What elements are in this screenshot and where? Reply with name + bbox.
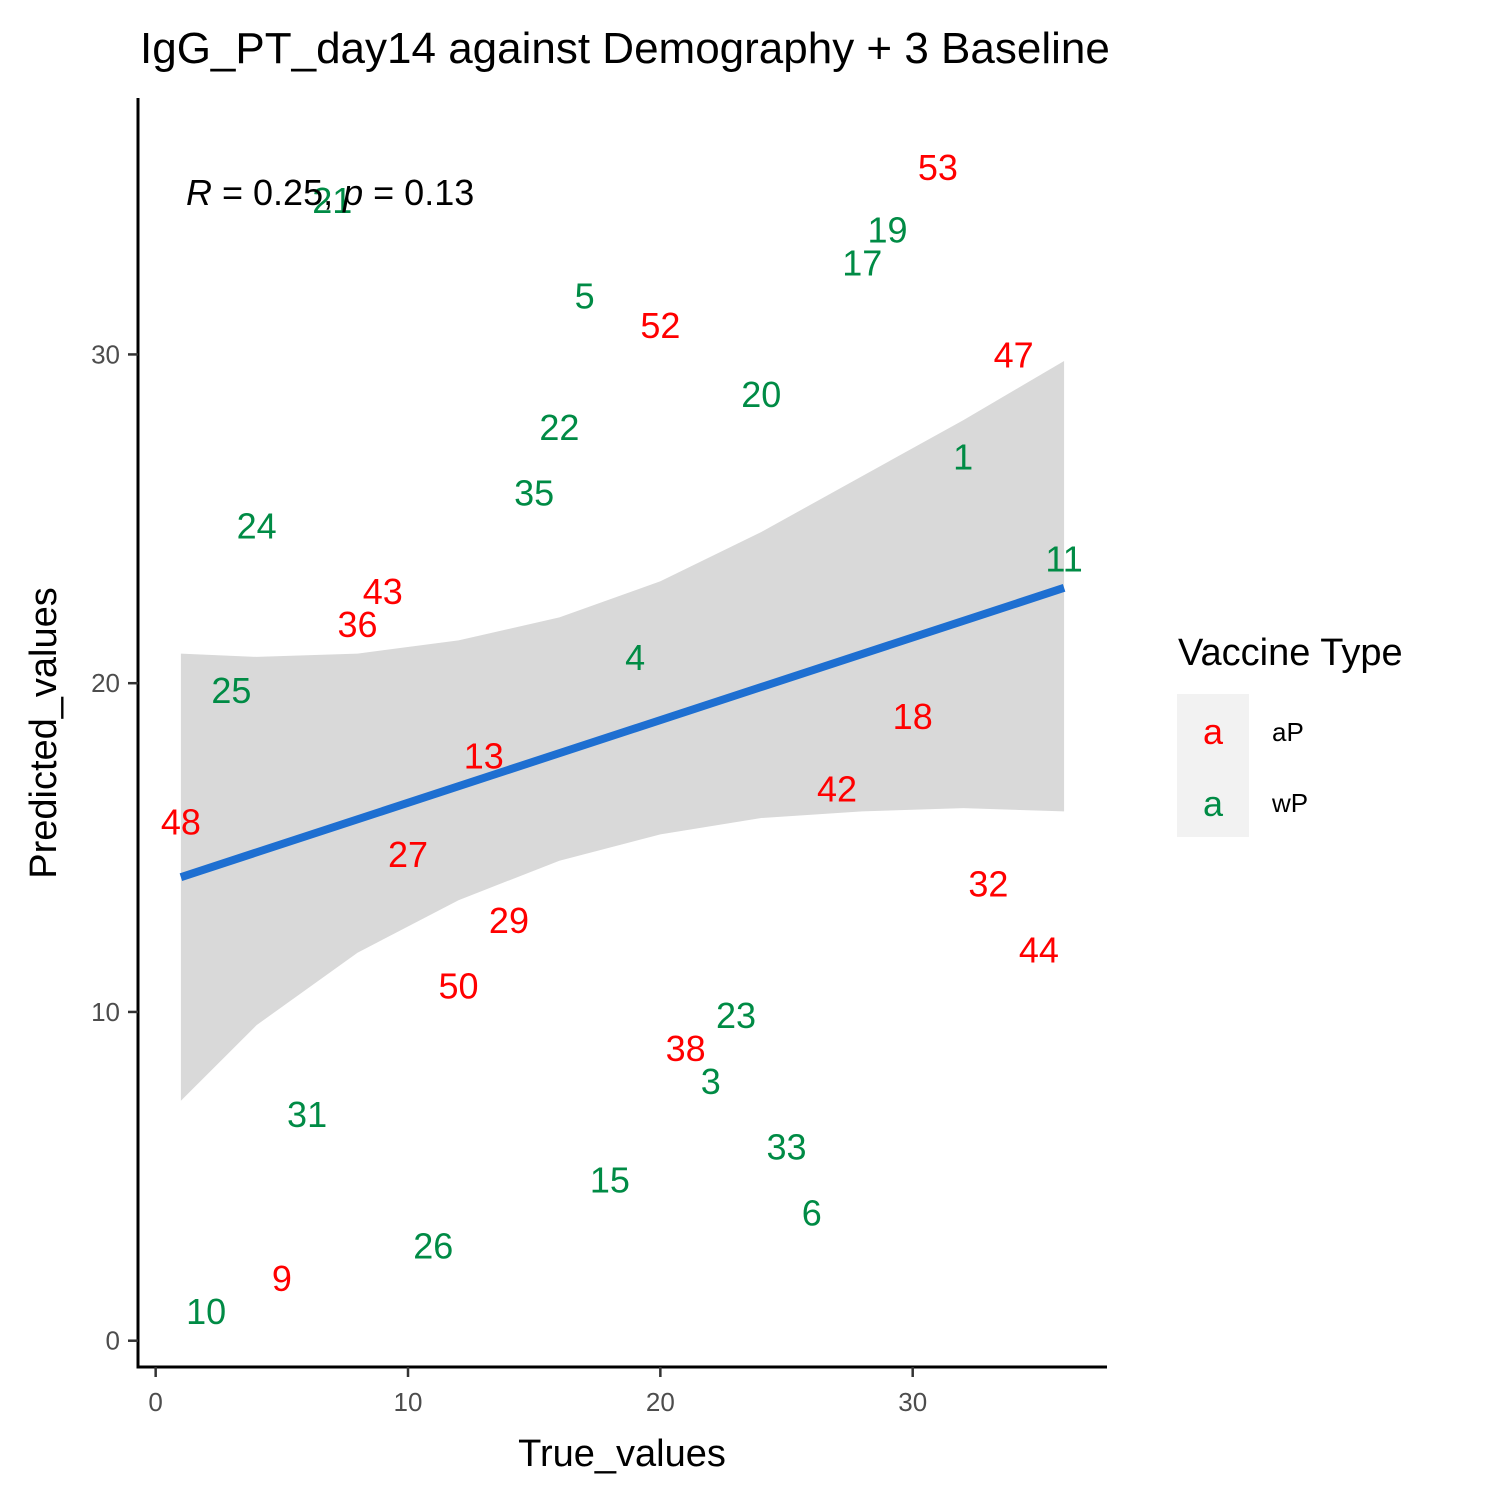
point-label-ap: 32 [968, 864, 1008, 905]
point-label-wp: 17 [842, 242, 882, 283]
point-label-wp: 4 [625, 637, 645, 678]
point-label-wp: 25 [211, 670, 251, 711]
legend-key-wp: a [1203, 783, 1224, 824]
point-label-ap: 18 [893, 696, 933, 737]
point-label-wp: 15 [590, 1160, 630, 1201]
stat-r-symbol: R [186, 172, 212, 213]
legend-label-ap: aP [1272, 717, 1304, 747]
point-label-ap: 53 [918, 147, 958, 188]
point-label-ap: 29 [489, 900, 529, 941]
y-tick-label: 20 [91, 668, 120, 698]
point-label-wp: 35 [514, 473, 554, 514]
x-tick-label: 10 [394, 1387, 423, 1417]
point-label-wp: 11 [1045, 538, 1082, 579]
point-label-ap: 38 [666, 1028, 706, 1069]
point-label-wp: 6 [802, 1192, 822, 1233]
y-tick-label: 30 [91, 339, 120, 369]
point-label-ap: 36 [338, 604, 378, 645]
point-label-ap: 48 [161, 801, 201, 842]
point-label-wp: 5 [575, 275, 595, 316]
stat-annotation: R = 0.25, p = 0.13 [186, 172, 474, 213]
point-label-ap: 27 [388, 834, 428, 875]
point-label-wp: 10 [186, 1291, 226, 1332]
y-axis-title: Predicted_values [23, 587, 65, 879]
point-label-ap: 9 [272, 1258, 292, 1299]
axes-layer: 0 10 20 30 0 10 20 30 [91, 98, 1107, 1417]
point-label-wp: 20 [741, 374, 781, 415]
y-tick-label: 0 [106, 1326, 120, 1356]
point-label-wp: 23 [716, 995, 756, 1036]
point-label-wp: 21 [312, 180, 352, 221]
chart-title: IgG_PT_day14 against Demography + 3 Base… [140, 24, 1110, 73]
legend-key-ap: a [1203, 711, 1224, 752]
point-label-wp: 1 [953, 436, 973, 477]
legend: Vaccine Type a aP a wP [1177, 632, 1403, 837]
point-label-wp: 26 [413, 1225, 453, 1266]
x-tick-label: 20 [646, 1387, 675, 1417]
x-tick-label: 0 [148, 1387, 162, 1417]
point-label-ap: 52 [640, 305, 680, 346]
point-label-ap: 42 [817, 768, 857, 809]
point-label-ap: 43 [363, 571, 403, 612]
point-label-ap: 44 [1019, 929, 1059, 970]
point-label-wp: 19 [867, 210, 907, 251]
regression-line-layer [179, 584, 1066, 881]
legend-key-background [1177, 694, 1249, 837]
y-tick-label: 10 [91, 997, 120, 1027]
stat-p-symbol: p [342, 172, 363, 213]
point-label-ap: 13 [464, 736, 504, 777]
legend-title: Vaccine Type [1178, 632, 1403, 674]
stat-p-value: = 0.13 [363, 172, 474, 213]
legend-label-wp: wP [1271, 788, 1308, 818]
point-label-wp: 33 [767, 1127, 807, 1168]
point-label-wp: 24 [237, 505, 277, 546]
x-tick-label: 30 [898, 1387, 927, 1417]
point-label-wp: 31 [287, 1094, 327, 1135]
point-label-ap: 50 [438, 966, 478, 1007]
point-labels-layer: 5352474336181342482732294450389211917520… [161, 147, 1083, 1332]
point-label-ap: 47 [994, 334, 1034, 375]
point-label-wp: 22 [539, 407, 579, 448]
stat-r-value: = 0.25, [212, 172, 343, 213]
x-axis-title: True_values [518, 1433, 726, 1475]
point-label-wp: 3 [701, 1061, 721, 1102]
regression-line [179, 584, 1066, 881]
